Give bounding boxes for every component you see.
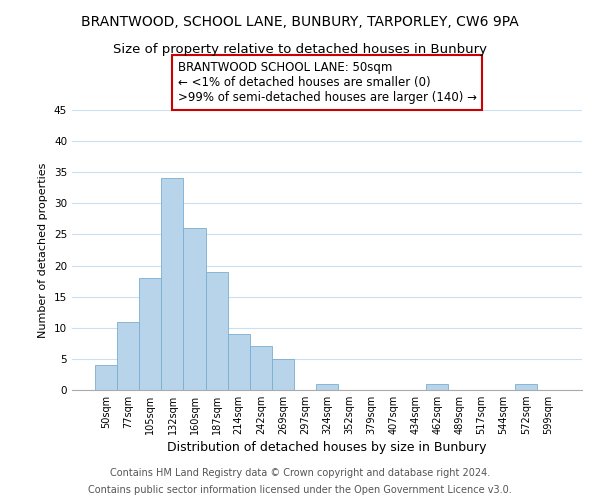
Bar xyxy=(272,359,294,390)
Bar xyxy=(206,272,227,390)
Bar xyxy=(95,365,117,390)
Y-axis label: Number of detached properties: Number of detached properties xyxy=(38,162,49,338)
Text: Contains public sector information licensed under the Open Government Licence v3: Contains public sector information licen… xyxy=(88,485,512,495)
Bar xyxy=(250,346,272,390)
X-axis label: Distribution of detached houses by size in Bunbury: Distribution of detached houses by size … xyxy=(167,442,487,454)
Text: BRANTWOOD, SCHOOL LANE, BUNBURY, TARPORLEY, CW6 9PA: BRANTWOOD, SCHOOL LANE, BUNBURY, TARPORL… xyxy=(81,15,519,29)
Bar xyxy=(117,322,139,390)
Text: Size of property relative to detached houses in Bunbury: Size of property relative to detached ho… xyxy=(113,42,487,56)
Bar xyxy=(427,384,448,390)
Bar xyxy=(515,384,537,390)
Bar xyxy=(227,334,250,390)
Bar xyxy=(139,278,161,390)
Text: Contains HM Land Registry data © Crown copyright and database right 2024.: Contains HM Land Registry data © Crown c… xyxy=(110,468,490,477)
Bar xyxy=(161,178,184,390)
Bar xyxy=(316,384,338,390)
Bar xyxy=(184,228,206,390)
Text: BRANTWOOD SCHOOL LANE: 50sqm
← <1% of detached houses are smaller (0)
>99% of se: BRANTWOOD SCHOOL LANE: 50sqm ← <1% of de… xyxy=(178,62,476,104)
